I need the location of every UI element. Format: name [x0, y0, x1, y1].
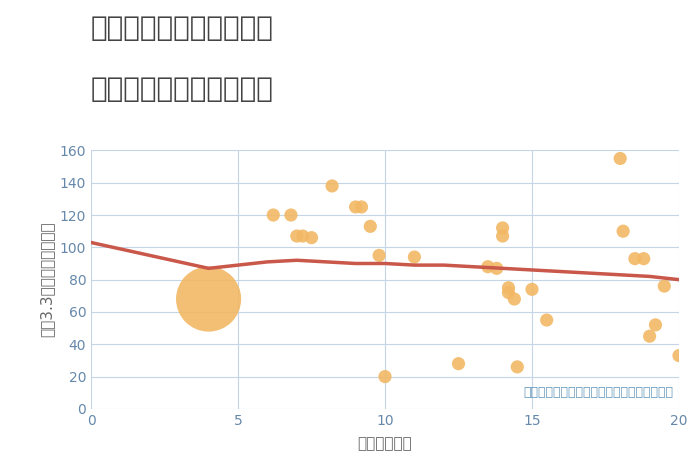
Point	[541, 316, 552, 324]
Point	[365, 223, 376, 230]
Text: 駅距離別中古戸建て価格: 駅距離別中古戸建て価格	[91, 75, 274, 103]
Point	[350, 203, 361, 211]
Point	[482, 263, 493, 271]
Text: 円の大きさは、取引のあった物件面積を示す: 円の大きさは、取引のあった物件面積を示す	[523, 385, 673, 399]
Point	[617, 227, 629, 235]
Point	[374, 251, 385, 259]
Point	[286, 212, 297, 219]
Point	[659, 282, 670, 290]
Point	[267, 212, 279, 219]
Point	[644, 332, 655, 340]
Point	[512, 363, 523, 371]
Point	[326, 182, 337, 190]
Point	[497, 224, 508, 232]
Point	[491, 265, 503, 272]
Point	[615, 155, 626, 162]
Point	[526, 286, 538, 293]
Point	[453, 360, 464, 368]
Point	[629, 255, 641, 262]
Point	[379, 373, 391, 380]
Point	[673, 352, 685, 360]
Point	[409, 253, 420, 261]
Point	[650, 321, 661, 329]
Point	[503, 289, 514, 296]
X-axis label: 駅距離（分）: 駅距離（分）	[358, 436, 412, 451]
Point	[638, 255, 650, 262]
Point	[297, 232, 308, 240]
Point	[503, 284, 514, 291]
Point	[509, 295, 520, 303]
Point	[306, 234, 317, 242]
Point	[497, 232, 508, 240]
Point	[203, 295, 214, 303]
Point	[291, 232, 302, 240]
Point	[356, 203, 367, 211]
Y-axis label: 坪（3.3㎡）単価（万円）: 坪（3.3㎡）単価（万円）	[39, 222, 54, 337]
Text: 千葉県柏市藤ヶ谷新田の: 千葉県柏市藤ヶ谷新田の	[91, 14, 274, 42]
